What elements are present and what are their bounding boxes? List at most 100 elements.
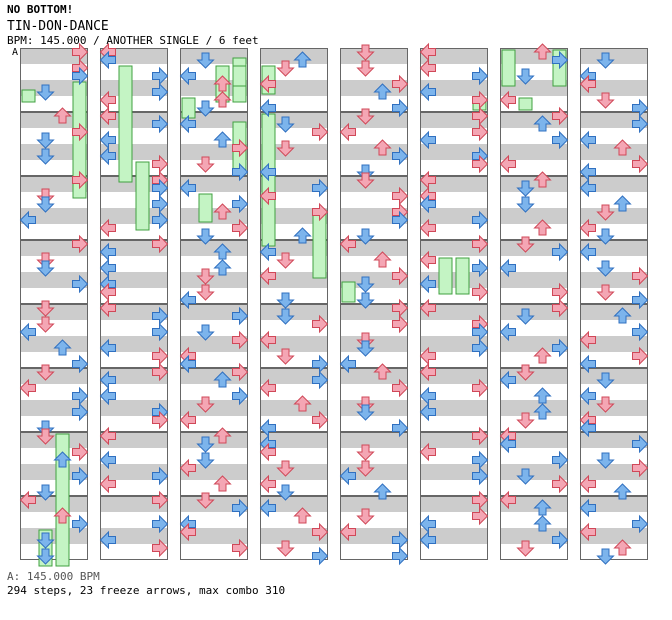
measure-border xyxy=(100,112,168,176)
down-arrow xyxy=(36,548,55,565)
left-arrow xyxy=(179,178,196,198)
down-arrow xyxy=(596,260,615,277)
measure-border xyxy=(340,496,408,560)
down-arrow xyxy=(276,292,295,309)
beat-band xyxy=(180,144,248,160)
down-arrow xyxy=(196,324,215,341)
up-arrow xyxy=(533,219,552,236)
beat-band xyxy=(100,208,168,224)
beat-band xyxy=(100,80,168,96)
right-arrow xyxy=(632,290,649,310)
measure-border xyxy=(260,240,328,304)
down-arrow xyxy=(516,308,535,325)
beat-band xyxy=(100,528,168,544)
down-arrow xyxy=(196,452,215,469)
beat-band xyxy=(260,432,328,448)
down-arrow xyxy=(36,132,55,149)
measure-border xyxy=(580,496,648,560)
beat-band xyxy=(100,240,168,256)
right-arrow xyxy=(392,530,409,550)
right-arrow xyxy=(392,314,409,334)
right-arrow xyxy=(472,466,489,486)
down-arrow xyxy=(196,156,215,173)
left-arrow xyxy=(419,170,436,190)
up-arrow xyxy=(533,387,552,404)
beat-band xyxy=(420,208,488,224)
left-arrow xyxy=(419,82,436,102)
down-arrow xyxy=(36,316,55,333)
right-arrow xyxy=(72,402,89,422)
beat-band xyxy=(420,144,488,160)
left-arrow xyxy=(499,490,516,510)
measure-border xyxy=(100,304,168,368)
left-arrow xyxy=(499,154,516,174)
beat-band xyxy=(580,80,648,96)
freeze-arrow xyxy=(198,193,213,223)
left-arrow xyxy=(99,50,116,70)
beat-band xyxy=(20,176,88,192)
right-arrow xyxy=(72,170,89,190)
down-arrow xyxy=(596,372,615,389)
beat-band xyxy=(100,176,168,192)
right-arrow xyxy=(392,378,409,398)
right-arrow xyxy=(392,210,409,230)
left-arrow xyxy=(579,418,596,438)
beat-band xyxy=(340,336,408,352)
beat-band xyxy=(100,464,168,480)
right-arrow xyxy=(472,426,489,446)
right-arrow xyxy=(632,114,649,134)
down-arrow xyxy=(36,364,55,381)
beat-band xyxy=(100,336,168,352)
left-arrow xyxy=(99,258,116,278)
beat-band xyxy=(420,336,488,352)
right-arrow xyxy=(72,66,89,86)
section-marker: A xyxy=(12,47,19,58)
measure-border xyxy=(260,304,328,368)
beat-band xyxy=(500,80,568,96)
left-arrow xyxy=(499,258,516,278)
measure-border xyxy=(340,368,408,432)
beat-band xyxy=(420,464,488,480)
measure-border xyxy=(180,496,248,560)
measure-border xyxy=(180,304,248,368)
beat-band xyxy=(180,208,248,224)
right-arrow xyxy=(312,202,329,222)
measure-border xyxy=(340,48,408,112)
beat-band xyxy=(340,112,408,128)
beat-band xyxy=(340,208,408,224)
right-arrow xyxy=(472,122,489,142)
right-arrow xyxy=(232,194,249,214)
up-arrow xyxy=(373,483,392,500)
right-arrow xyxy=(232,538,249,558)
measure-border xyxy=(20,112,88,176)
measure-border xyxy=(500,112,568,176)
measure-border xyxy=(100,48,168,112)
right-arrow xyxy=(392,298,409,318)
down-arrow xyxy=(356,172,375,189)
beat-band xyxy=(20,336,88,352)
beat-band xyxy=(20,432,88,448)
right-arrow xyxy=(392,98,409,118)
measure-border xyxy=(580,368,648,432)
measure-border xyxy=(20,432,88,496)
beat-band xyxy=(580,48,648,64)
right-arrow xyxy=(312,546,329,566)
down-arrow xyxy=(36,196,55,213)
right-arrow xyxy=(632,98,649,118)
left-arrow xyxy=(99,106,116,126)
left-arrow xyxy=(339,122,356,142)
left-arrow xyxy=(419,442,436,462)
right-arrow xyxy=(392,186,409,206)
right-arrow xyxy=(392,266,409,286)
up-arrow xyxy=(533,347,552,364)
down-arrow xyxy=(276,60,295,77)
up-arrow xyxy=(533,115,552,132)
beat-band xyxy=(20,240,88,256)
up-arrow xyxy=(213,427,232,444)
down-arrow xyxy=(356,508,375,525)
left-arrow xyxy=(419,386,436,406)
right-arrow xyxy=(312,370,329,390)
beat-band xyxy=(340,176,408,192)
down-arrow xyxy=(356,292,375,309)
